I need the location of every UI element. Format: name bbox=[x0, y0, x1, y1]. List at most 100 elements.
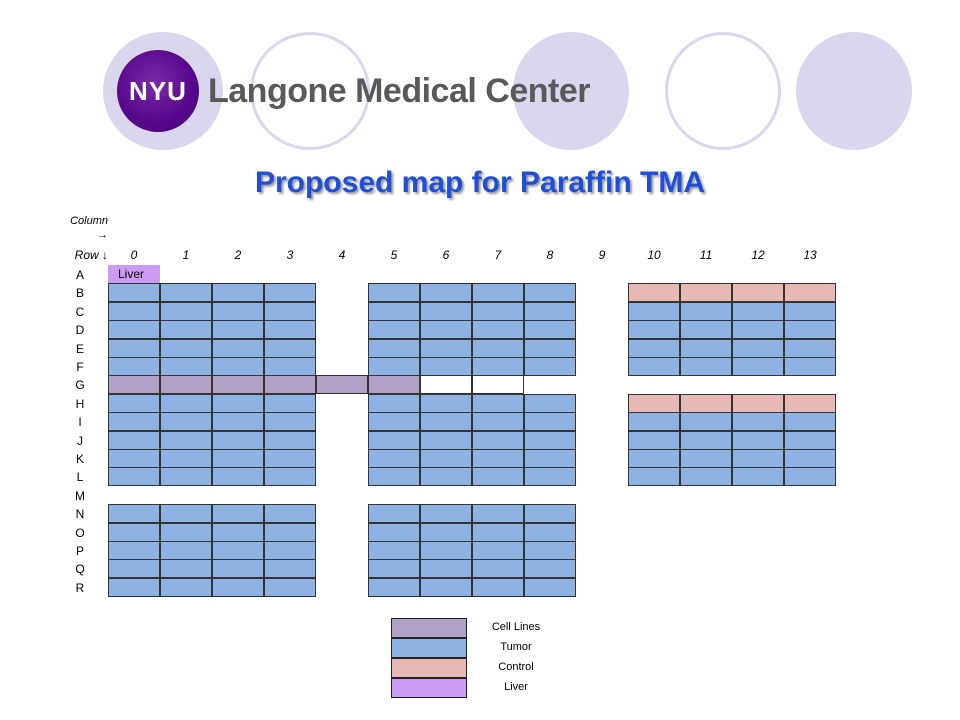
row-label-H: H bbox=[75, 396, 85, 411]
tma-cell-B7 bbox=[472, 283, 524, 303]
tma-cell-L5 bbox=[368, 467, 420, 487]
tma-cell-I2 bbox=[212, 412, 264, 432]
tma-cell-C1 bbox=[160, 301, 212, 321]
tma-cell-B1 bbox=[160, 283, 212, 303]
row-label-B: B bbox=[75, 286, 84, 301]
tma-cell-R6 bbox=[420, 577, 472, 597]
tma-cell-R5 bbox=[368, 577, 420, 597]
tma-cell-G4 bbox=[316, 375, 368, 395]
decor-circle-5 bbox=[796, 32, 912, 150]
tma-cell-O3 bbox=[264, 522, 316, 542]
tma-cell-C12 bbox=[732, 301, 784, 321]
tma-cell-H1 bbox=[160, 393, 212, 413]
tma-cell-P7 bbox=[472, 541, 524, 560]
row-label-A: A bbox=[75, 268, 84, 282]
tma-cell-B13 bbox=[784, 283, 836, 303]
tma-cell-I7 bbox=[472, 412, 524, 432]
tma-cell-D6 bbox=[420, 320, 472, 340]
tma-cell-D12 bbox=[732, 320, 784, 340]
tma-cell-J7 bbox=[472, 430, 524, 450]
tma-cell-F0 bbox=[108, 357, 160, 376]
tma-cell-R2 bbox=[212, 577, 264, 597]
column-axis-label: Column → bbox=[52, 214, 108, 242]
tma-cell-B0 bbox=[108, 283, 160, 303]
tma-cell-K1 bbox=[160, 449, 212, 468]
tma-cell-G1 bbox=[160, 375, 212, 395]
page-title: Proposed map for Paraffin TMA bbox=[254, 166, 706, 199]
column-header-9: 9 bbox=[598, 248, 606, 262]
tma-cell-Q3 bbox=[264, 559, 316, 579]
tma-cell-J3 bbox=[264, 430, 316, 450]
tma-cell-F11 bbox=[680, 357, 732, 376]
tma-cell-O5 bbox=[368, 522, 420, 542]
tma-cell-R8 bbox=[524, 577, 576, 597]
tma-cell-I0 bbox=[108, 412, 160, 432]
tma-cell-N3 bbox=[264, 504, 316, 524]
column-arrow-icon: → bbox=[97, 229, 108, 241]
tma-cell-K6 bbox=[420, 449, 472, 468]
tma-cell-B2 bbox=[212, 283, 264, 303]
tma-cell-E1 bbox=[160, 338, 212, 358]
tma-cell-F1 bbox=[160, 357, 212, 376]
row-label-P: P bbox=[75, 544, 84, 558]
tma-cell-H2 bbox=[212, 393, 264, 413]
column-header-10: 10 bbox=[647, 248, 661, 262]
row-axis-label: Row ↓ bbox=[74, 248, 108, 262]
tma-cell-P1 bbox=[160, 541, 212, 560]
nyu-logo-badge: NYU bbox=[117, 50, 199, 132]
tma-cell-H3 bbox=[264, 393, 316, 413]
tma-cell-D8 bbox=[524, 320, 576, 340]
tma-cell-K11 bbox=[680, 449, 732, 468]
tma-cell-K10 bbox=[628, 449, 680, 468]
tma-cell-P5 bbox=[368, 541, 420, 560]
row-label-F: F bbox=[76, 360, 84, 374]
tma-cell-E0 bbox=[108, 338, 160, 358]
tma-cell-B8 bbox=[524, 283, 576, 303]
tma-cell-R3 bbox=[264, 577, 316, 597]
tma-cell-K7 bbox=[472, 449, 524, 468]
tma-cell-N5 bbox=[368, 504, 420, 524]
tma-cell-I12 bbox=[732, 412, 784, 432]
tma-cell-B3 bbox=[264, 283, 316, 303]
tma-cell-Q1 bbox=[160, 559, 212, 579]
tma-cell-E8 bbox=[524, 338, 576, 358]
tma-cell-N1 bbox=[160, 504, 212, 524]
tma-cell-H6 bbox=[420, 393, 472, 413]
tma-cell-N8 bbox=[524, 504, 576, 524]
decor-circle-4 bbox=[665, 32, 781, 150]
tma-cell-E12 bbox=[732, 338, 784, 358]
row-label-N: N bbox=[75, 507, 85, 522]
column-axis-text: Column bbox=[70, 215, 108, 227]
tma-cell-L10 bbox=[628, 467, 680, 487]
tma-cell-K2 bbox=[212, 449, 264, 468]
tma-cell-E2 bbox=[212, 338, 264, 358]
tma-cell-I3 bbox=[264, 412, 316, 432]
tma-cell-D1 bbox=[160, 320, 212, 340]
tma-cell-D7 bbox=[472, 320, 524, 340]
tma-cell-D0 bbox=[108, 320, 160, 340]
tma-cell-B10 bbox=[628, 283, 680, 303]
tma-cell-Q2 bbox=[212, 559, 264, 579]
tma-cell-H13 bbox=[784, 393, 836, 413]
tma-cell-K13 bbox=[784, 449, 836, 468]
tma-cell-Q5 bbox=[368, 559, 420, 579]
tma-cell-B5 bbox=[368, 283, 420, 303]
tma-cell-K3 bbox=[264, 449, 316, 468]
tma-cell-L6 bbox=[420, 467, 472, 487]
tma-cell-F7 bbox=[472, 357, 524, 376]
tma-cell-J6 bbox=[420, 430, 472, 450]
tma-cell-N2 bbox=[212, 504, 264, 524]
tma-cell-C2 bbox=[212, 301, 264, 321]
tma-cell-F13 bbox=[784, 357, 836, 376]
tma-cell-C0 bbox=[108, 301, 160, 321]
tma-cell-I1 bbox=[160, 412, 212, 432]
legend-swatch bbox=[391, 618, 467, 638]
tma-cell-G2 bbox=[212, 375, 264, 395]
tma-cell-P6 bbox=[420, 541, 472, 560]
tma-cell-N0 bbox=[108, 504, 160, 524]
tma-cell-O8 bbox=[524, 522, 576, 542]
tma-cell-H11 bbox=[680, 393, 732, 413]
legend-swatch bbox=[391, 638, 467, 658]
tma-cell-Q0 bbox=[108, 559, 160, 579]
tma-cell-G5 bbox=[368, 375, 420, 395]
